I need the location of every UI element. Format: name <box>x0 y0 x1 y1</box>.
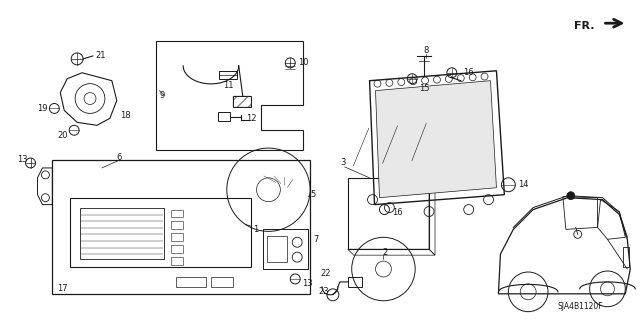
Text: 16: 16 <box>392 208 403 217</box>
Text: 18: 18 <box>120 111 131 120</box>
Text: SJA4B1120F: SJA4B1120F <box>558 302 604 311</box>
Text: 15: 15 <box>419 84 429 93</box>
Bar <box>348 178 429 249</box>
Bar <box>233 96 251 108</box>
Bar <box>219 71 237 79</box>
Text: 5: 5 <box>310 190 316 199</box>
Text: 20: 20 <box>58 131 68 140</box>
Text: 11: 11 <box>223 81 234 90</box>
Text: 13: 13 <box>17 155 28 165</box>
Bar <box>172 210 183 218</box>
Bar <box>348 277 362 287</box>
Text: 9: 9 <box>159 91 164 100</box>
Bar <box>172 257 183 265</box>
Polygon shape <box>376 81 497 198</box>
Text: 17: 17 <box>58 284 68 293</box>
Bar <box>176 277 206 287</box>
Text: 21: 21 <box>95 51 106 60</box>
Text: 10: 10 <box>298 58 308 67</box>
Text: FR.: FR. <box>574 21 595 31</box>
Text: 8: 8 <box>424 47 429 56</box>
Text: 16: 16 <box>463 68 474 77</box>
Bar <box>623 247 629 267</box>
Bar <box>172 234 183 241</box>
Circle shape <box>567 192 575 200</box>
Bar <box>211 277 233 287</box>
Bar <box>172 245 183 253</box>
Text: 13: 13 <box>302 279 313 288</box>
Text: 22: 22 <box>320 270 330 278</box>
Text: 19: 19 <box>38 104 48 113</box>
Text: 14: 14 <box>518 180 529 189</box>
Bar <box>172 221 183 229</box>
Text: 6: 6 <box>116 152 122 161</box>
Bar <box>80 208 164 259</box>
Text: 23: 23 <box>318 287 329 296</box>
Bar <box>218 112 230 121</box>
Bar <box>268 236 287 262</box>
Text: 12: 12 <box>246 114 256 123</box>
Text: 3: 3 <box>340 159 345 167</box>
Text: 1: 1 <box>253 225 259 234</box>
Text: 2: 2 <box>383 248 388 257</box>
Text: 7: 7 <box>313 235 319 244</box>
